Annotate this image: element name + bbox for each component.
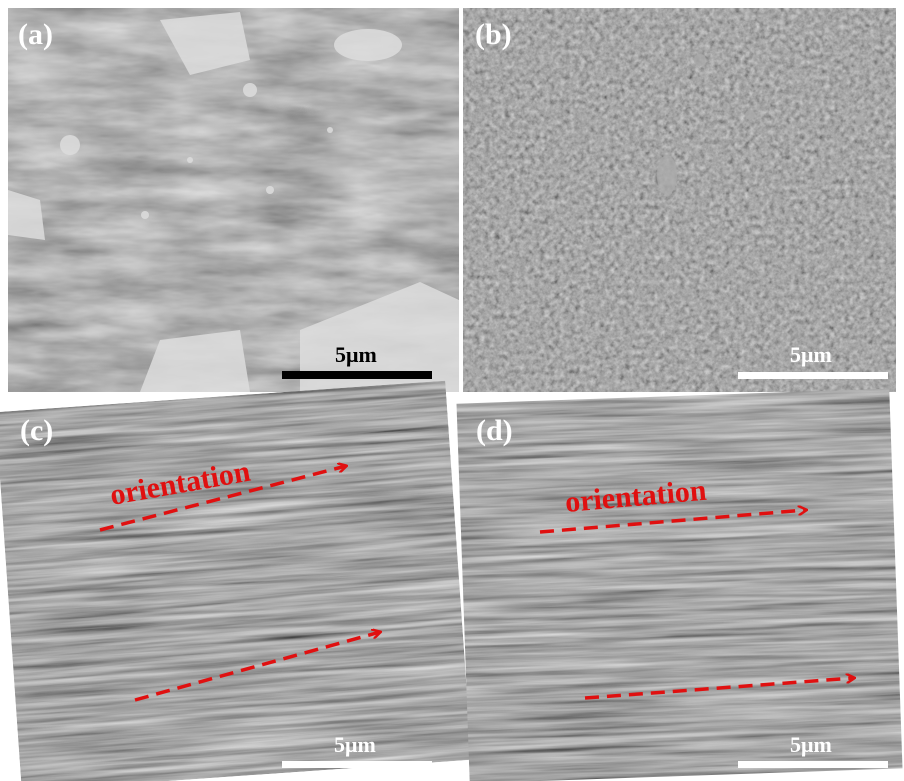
scale-label: 5μm — [335, 342, 377, 367]
panel-label: (b) — [475, 18, 512, 51]
scale-label: 5μm — [334, 732, 376, 757]
scale-bar — [738, 761, 888, 768]
scale-bar — [282, 371, 432, 379]
panel-d: (d) orientation 5μm — [433, 372, 904, 781]
panel-label: (d) — [476, 414, 513, 447]
figure: (a) 5μm (b) 5μm (c) orientation 5μm (d) … — [0, 0, 904, 781]
panel-a: (a) 5μm — [8, 8, 459, 392]
panel-b: (b) 5μm — [463, 8, 896, 392]
panel-label: (a) — [18, 18, 53, 51]
scale-label: 5μm — [790, 342, 832, 367]
panel-c: (c) orientation 5μm — [0, 381, 472, 781]
scale-bar — [738, 372, 888, 379]
panel-label: (c) — [20, 414, 53, 447]
scale-label: 5μm — [790, 732, 832, 757]
sem-image — [0, 381, 472, 781]
sem-image — [463, 8, 896, 392]
scale-bar — [282, 761, 432, 768]
